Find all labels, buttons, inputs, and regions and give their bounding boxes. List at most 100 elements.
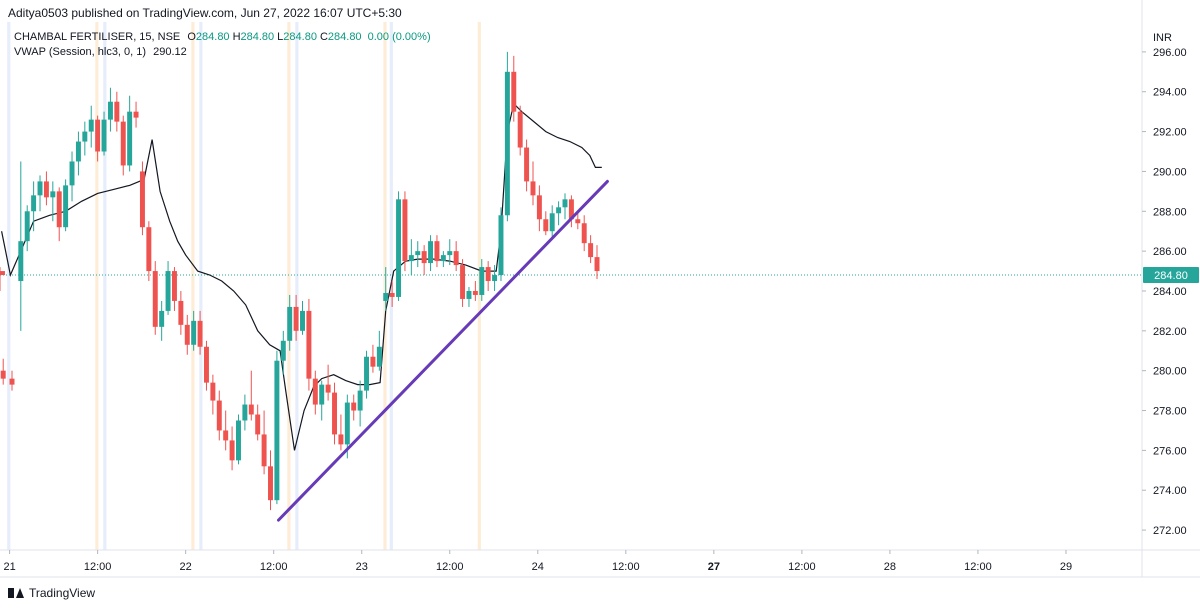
candle-body	[338, 434, 344, 445]
candle	[120, 115, 126, 176]
candle-body	[453, 251, 459, 266]
candle	[312, 370, 318, 415]
candle-body	[472, 290, 478, 295]
session-band	[95, 22, 99, 550]
time-tick-label: 12:00	[612, 561, 640, 573]
candle-body	[50, 191, 56, 198]
candle	[255, 404, 261, 441]
candle-body	[248, 404, 254, 415]
candle-body	[274, 360, 280, 501]
candle-body	[536, 195, 542, 220]
candle-body	[434, 241, 440, 262]
candle-body	[101, 119, 107, 152]
candle-body	[223, 430, 229, 441]
candle	[95, 115, 101, 162]
candle	[159, 300, 165, 341]
chart-legend: CHAMBAL FERTILISER, 15, NSE O284.80 H284.…	[14, 30, 431, 60]
candle	[421, 245, 427, 276]
price-tick-label: 280.00	[1153, 366, 1187, 378]
candle-body	[440, 255, 446, 262]
price-tick-label: 292.00	[1153, 127, 1187, 139]
candle	[447, 239, 453, 266]
candle-body	[152, 271, 158, 327]
ohlc-key-c: C	[319, 31, 328, 43]
ohlc-key-o: O	[187, 31, 196, 43]
candle	[549, 205, 555, 240]
candle	[152, 261, 158, 335]
candle	[280, 330, 286, 375]
candle	[588, 235, 594, 264]
candle-body	[588, 243, 594, 258]
candle	[88, 105, 94, 148]
candle	[9, 370, 15, 391]
candle-body	[325, 384, 331, 393]
candle	[389, 281, 395, 307]
candle-body	[594, 257, 600, 272]
candle-body	[466, 290, 472, 299]
candle-body	[549, 213, 555, 232]
candle	[364, 350, 370, 399]
candle-body	[287, 306, 293, 341]
candle	[0, 267, 5, 291]
candle-body	[191, 320, 197, 345]
candle	[268, 450, 273, 511]
session-band	[295, 22, 299, 550]
ohlc-value-l: 284.80	[283, 31, 317, 43]
candle	[383, 267, 389, 311]
session-band	[103, 22, 107, 550]
last-price-label: 284.80	[1154, 270, 1188, 282]
candle-body	[562, 199, 568, 208]
candle	[479, 259, 485, 301]
candle	[440, 251, 446, 268]
session-bands	[7, 22, 481, 550]
candle	[460, 259, 466, 307]
session-band	[191, 22, 195, 550]
candle	[191, 310, 197, 351]
trendline-layer[interactable]	[276, 179, 609, 522]
candle	[306, 298, 312, 391]
candle	[351, 394, 357, 421]
candle	[216, 390, 222, 441]
trendline[interactable]	[276, 179, 609, 522]
candle	[402, 191, 408, 272]
candle-body	[184, 324, 190, 345]
candle	[319, 380, 325, 421]
candle-body	[255, 414, 261, 435]
vwap-layer	[1, 102, 602, 451]
candle	[472, 281, 478, 301]
time-tick-label: 12:00	[788, 561, 816, 573]
candle	[203, 340, 209, 391]
candle	[114, 91, 120, 132]
candle	[197, 310, 203, 355]
price-tick-label: 288.00	[1153, 206, 1187, 218]
candle-body	[216, 400, 222, 431]
candle	[562, 193, 568, 220]
candle	[396, 191, 402, 301]
candle	[293, 294, 299, 341]
candle-body	[332, 392, 337, 435]
candle	[556, 201, 562, 226]
symbol-name: CHAMBAL FERTILISER, 15, NSE	[14, 31, 181, 43]
candle	[37, 175, 43, 212]
candle-body	[370, 356, 376, 367]
candle	[69, 151, 75, 202]
candle	[594, 245, 600, 280]
candle-body	[242, 404, 248, 421]
candle	[31, 181, 37, 232]
candle-body	[300, 310, 305, 331]
candle	[504, 51, 510, 222]
candle-body	[236, 420, 241, 461]
candle	[517, 105, 523, 156]
candle-body	[319, 384, 325, 405]
price-tick-label: 284.00	[1153, 286, 1187, 298]
axes: 272.00 274.00 276.00 278.00 280.00 282.00 284.…	[0, 0, 1200, 578]
candle	[357, 380, 363, 427]
price-tick-label: 286.00	[1153, 246, 1187, 258]
candle-body	[0, 271, 5, 276]
candle	[536, 185, 542, 232]
candle	[261, 410, 267, 475]
candle-body	[37, 181, 43, 196]
ohlc-key-l: L	[277, 31, 284, 43]
candle-body	[524, 147, 530, 182]
